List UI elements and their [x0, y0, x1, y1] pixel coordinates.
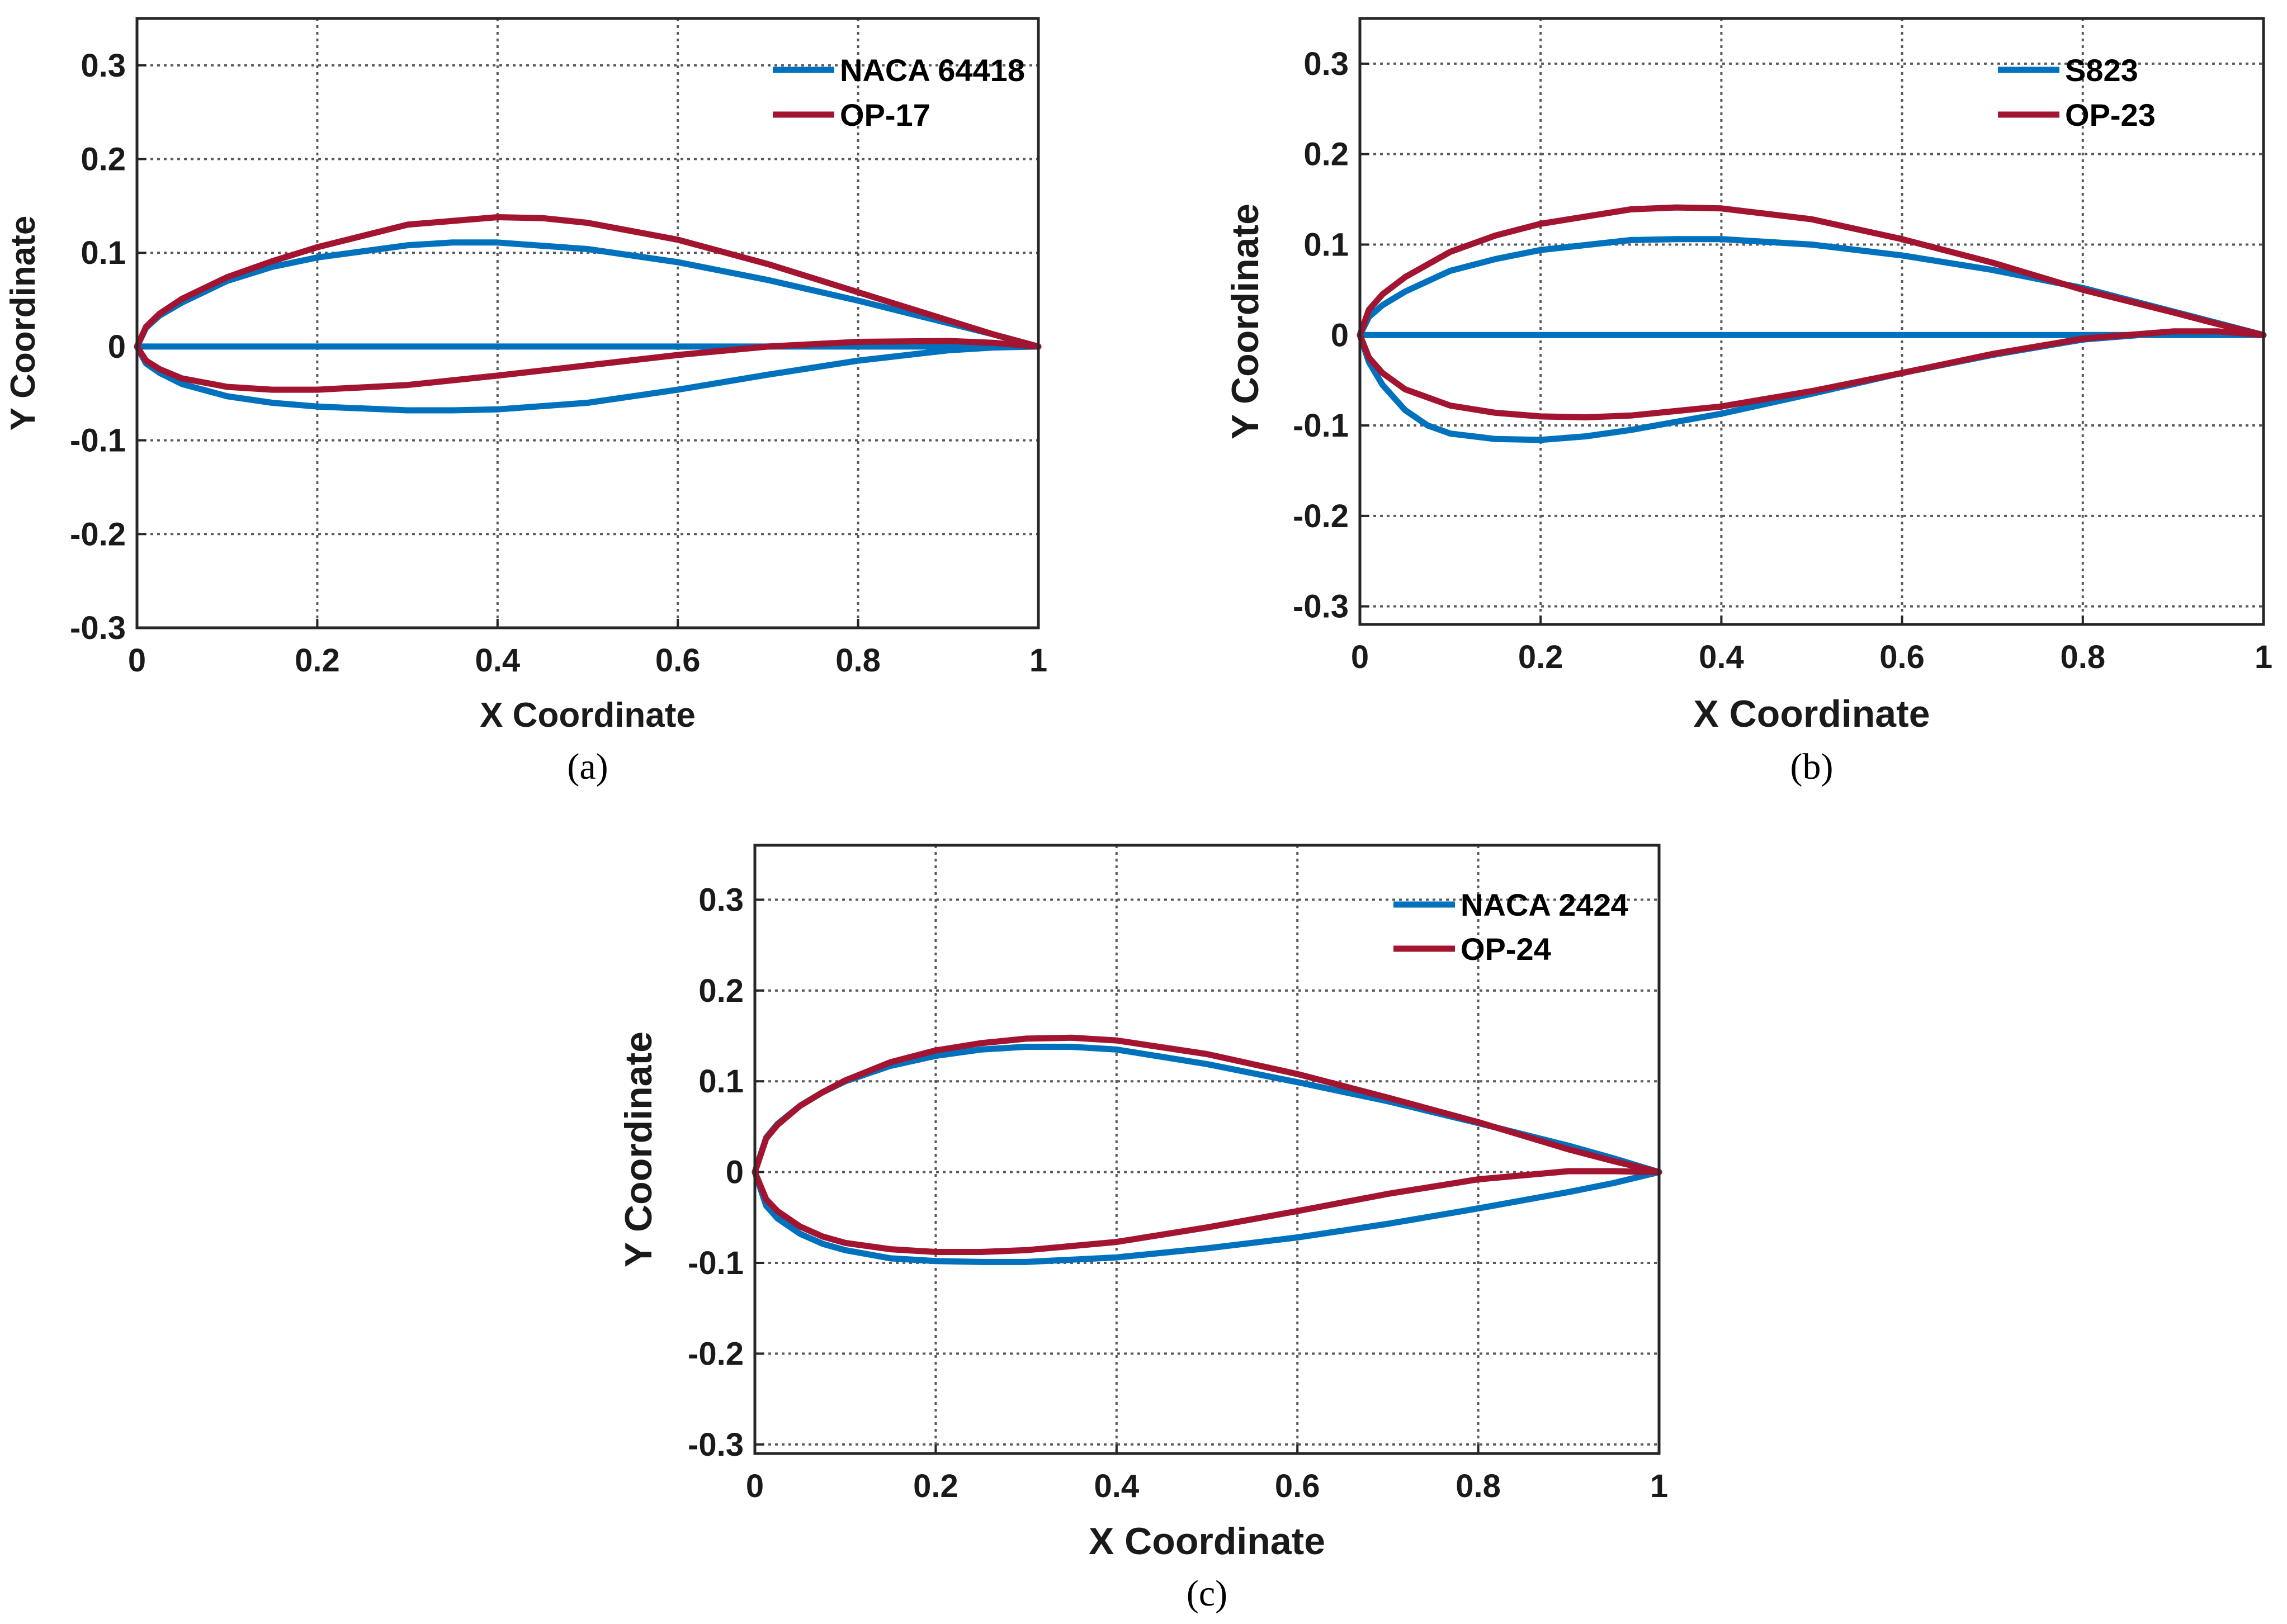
y-tick-label: 0: [1331, 317, 1349, 353]
y-tick-label: 0: [108, 329, 126, 365]
x-tick-label: 0.4: [475, 642, 520, 679]
chart-panel-2: 0 0.2 0.4 0.6 0.8 1 -0.3 -0.2 -0.1 0 0.1 0.2 0.3 X Co…: [1224, 17, 2272, 787]
y-tick-label: 0.3: [1303, 46, 1349, 82]
legend-label: S823: [2065, 53, 2138, 88]
x-tick-label: 0.6: [1879, 639, 1925, 675]
panel-caption: (b): [1790, 746, 1834, 787]
x-tick-label: 1: [2255, 639, 2272, 675]
x-tick-label: 0: [1351, 639, 1369, 675]
legend-label: OP-24: [1461, 931, 1551, 967]
plot-frame: [753, 844, 1661, 1455]
y-tick-label: -0.3: [70, 610, 126, 646]
y-tick-label: -0.2: [1293, 498, 1349, 534]
chart-panel-1: 0 0.2 0.4 0.6 0.8 1 -0.3 -0.2 -0.1 0 0.1 0.2 0.3 X Co…: [4, 17, 1047, 787]
x-tick-label: 0.2: [913, 1468, 958, 1504]
x-tick-label: 0.6: [1275, 1468, 1320, 1504]
plot-frame: [135, 17, 1040, 629]
y-tick-label: -0.1: [688, 1245, 744, 1281]
x-axis-label: X Coordinate: [1089, 1520, 1325, 1563]
y-tick-label: 0.2: [698, 973, 744, 1009]
y-tick-label: -0.1: [1293, 408, 1349, 444]
x-tick-label: 0.6: [655, 642, 701, 679]
plot-frame: [1358, 17, 2265, 626]
y-tick-label: 0.1: [81, 235, 126, 271]
x-tick-label: 1: [1029, 642, 1047, 679]
y-tick-label: -0.2: [70, 516, 126, 552]
y-tick-label: 0.3: [81, 48, 126, 84]
y-tick-label: 0: [726, 1154, 744, 1191]
panel-caption: (c): [1187, 1573, 1227, 1614]
x-tick-label: 0.8: [1456, 1468, 1501, 1504]
y-tick-label: 0.2: [81, 141, 126, 178]
y-axis-label: Y Coordinate: [4, 216, 42, 431]
x-tick-label: 0.4: [1699, 639, 1744, 675]
y-axis-label: Y Coordinate: [1224, 203, 1267, 439]
x-tick-label: 0.8: [835, 642, 881, 679]
x-axis-label: X Coordinate: [480, 696, 696, 735]
legend-label: NACA 2424: [1461, 887, 1628, 922]
y-tick-label: 0.1: [698, 1063, 744, 1100]
y-tick-label: -0.2: [688, 1336, 744, 1372]
series-line-op-17: [134, 214, 1042, 393]
x-axis-label: X Coordinate: [1693, 693, 1930, 735]
x-tick-label: 0.2: [295, 642, 340, 679]
x-tick-label: 1: [1650, 1468, 1668, 1504]
y-tick-label: -0.3: [688, 1427, 744, 1463]
chart-panel-3: 0 0.2 0.4 0.6 0.8 1 -0.3 -0.2 -0.1 0 0.1 0.2 0.3 X Co…: [617, 844, 1668, 1614]
y-axis-label: Y Coordinate: [617, 1031, 660, 1267]
panel-caption: (a): [567, 746, 608, 787]
y-tick-label: -0.1: [70, 423, 126, 459]
x-tick-label: 0: [128, 642, 146, 679]
x-tick-label: 0.2: [1518, 639, 1563, 675]
y-tick-label: 0.1: [1303, 226, 1349, 263]
x-tick-label: 0.4: [1094, 1468, 1139, 1504]
x-tick-label: 0.8: [2060, 639, 2105, 675]
y-tick-label: -0.3: [1293, 589, 1349, 625]
series-line-op-24: [752, 1034, 1662, 1255]
legend-label: OP-23: [2065, 97, 2156, 132]
legend-label: NACA 64418: [840, 53, 1025, 88]
y-tick-label: 0.2: [1303, 136, 1349, 173]
y-tick-label: 0.3: [698, 882, 744, 918]
x-tick-label: 0: [746, 1468, 764, 1504]
legend-label: OP-17: [840, 97, 930, 132]
